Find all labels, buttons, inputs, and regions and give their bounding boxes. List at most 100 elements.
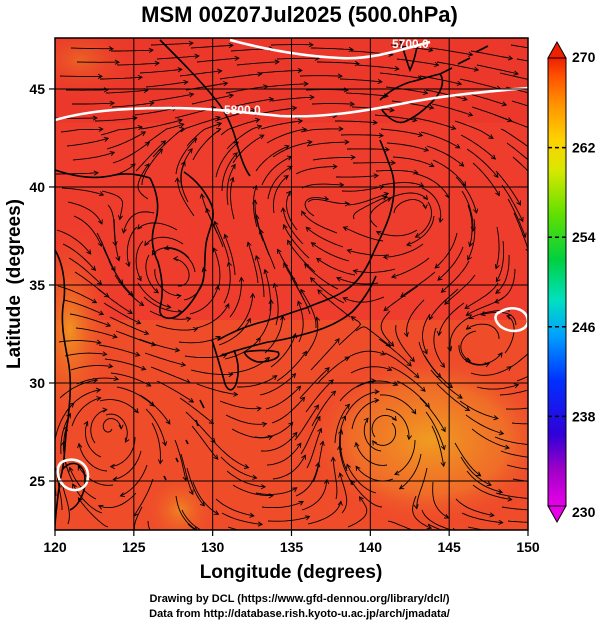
streamline [355,326,391,347]
streamline-arrowhead [350,479,356,486]
streamline [465,414,504,435]
coast-kurils [439,45,489,75]
x-tick-label: 145 [437,539,461,555]
streamline-arrowhead [217,68,223,74]
streamline-arrowhead [412,117,418,123]
streamline-arrowhead [467,111,474,117]
y-tick-label: 30 [29,375,45,391]
streamline-arrowhead [315,316,321,322]
streamline-arrowhead [301,454,306,460]
streamline [300,416,321,455]
streamline-arrowhead [250,108,257,114]
streamline-arrowhead [428,104,435,110]
streamline-arrowhead [468,314,474,319]
streamline-arrowhead [149,401,155,407]
streamline-arrowhead [188,92,195,98]
streamline [460,330,477,362]
streamline [260,432,298,452]
streamline [227,526,241,530]
streamline-arrowhead [268,96,275,103]
streamline [454,120,494,139]
streamline-arrowhead [254,117,261,123]
streamline-arrowhead [337,500,343,506]
streamline-arrowhead [507,55,514,61]
streamline-arrowhead [518,216,524,223]
streamline-arrowhead [530,479,534,483]
streamline [516,58,528,62]
streamline [396,380,430,408]
streamline [444,274,476,305]
streamline-arrowhead [109,463,115,470]
streamline-arrowhead [438,217,444,224]
streamline [441,260,470,293]
streamline [438,302,465,336]
streamline [507,198,526,238]
streamline-arrowhead [91,298,98,304]
streamline [392,156,434,167]
streamline [406,215,435,246]
streamline [254,200,264,242]
streamline-arrowhead [383,192,390,198]
streamline-arrowhead [102,351,108,357]
streamline [73,215,103,247]
streamline-arrowhead [140,131,147,137]
colorbar: 230 238 246 254 262 270 [547,40,596,524]
streamline [412,495,432,529]
streamline [214,109,256,122]
streamline-arrowhead [257,71,263,77]
streamline [307,501,342,525]
streamline [67,201,103,225]
streamline-arrowhead [133,408,139,414]
streamline [266,442,302,466]
streamline-arrowhead [254,255,260,261]
streamline [343,296,385,303]
streamline-arrowhead [148,47,154,53]
streamline-arrowhead [447,346,453,352]
y-axis-title: Latitude (degrees) [4,199,25,369]
streamline [431,425,445,467]
streamline-arrowhead [414,373,420,379]
streamline [69,467,97,500]
streamline-arrowhead [309,277,316,283]
streamline [436,383,470,411]
streamline-arrowhead [455,143,461,149]
streamline [476,64,519,75]
streamline [237,375,277,388]
streamline-arrowhead [297,300,302,306]
streamline [459,78,501,90]
streamline-arrowhead [177,118,183,124]
streamline-arrowhead [304,515,311,521]
streamline-arrowhead [69,402,75,408]
streamline [312,156,355,161]
streamline-arrowhead [462,96,468,102]
streamline [466,323,500,340]
streamline [355,442,388,466]
streamline-arrowhead [298,501,304,506]
streamline [304,317,319,357]
streamline [146,123,184,144]
streamline-arrowhead [497,352,503,358]
streamline [455,498,494,516]
streamline-arrowhead [495,288,501,294]
streamline-arrowhead [352,268,358,275]
streamline-arrowhead [246,241,252,247]
streamline-arrowhead [314,404,320,410]
coast-kyushu [211,339,239,391]
streamline [419,397,446,432]
colorbar-tick-label: 254 [572,229,596,245]
streamline-arrowhead [317,427,323,434]
streamline [470,366,512,376]
colorbar-tick-label: 262 [572,140,596,156]
streamline [395,324,415,362]
streamline [425,89,468,101]
streamline-arrowhead [342,226,349,232]
streamline-arrowhead [290,373,297,379]
streamline [255,255,265,298]
streamline [213,247,221,290]
wind-streamlines [55,40,534,530]
streamline [226,470,266,488]
streamline-arrowhead [497,488,504,495]
streamline [311,242,350,262]
streamline-arrowhead [436,330,442,337]
streamline [78,497,109,528]
